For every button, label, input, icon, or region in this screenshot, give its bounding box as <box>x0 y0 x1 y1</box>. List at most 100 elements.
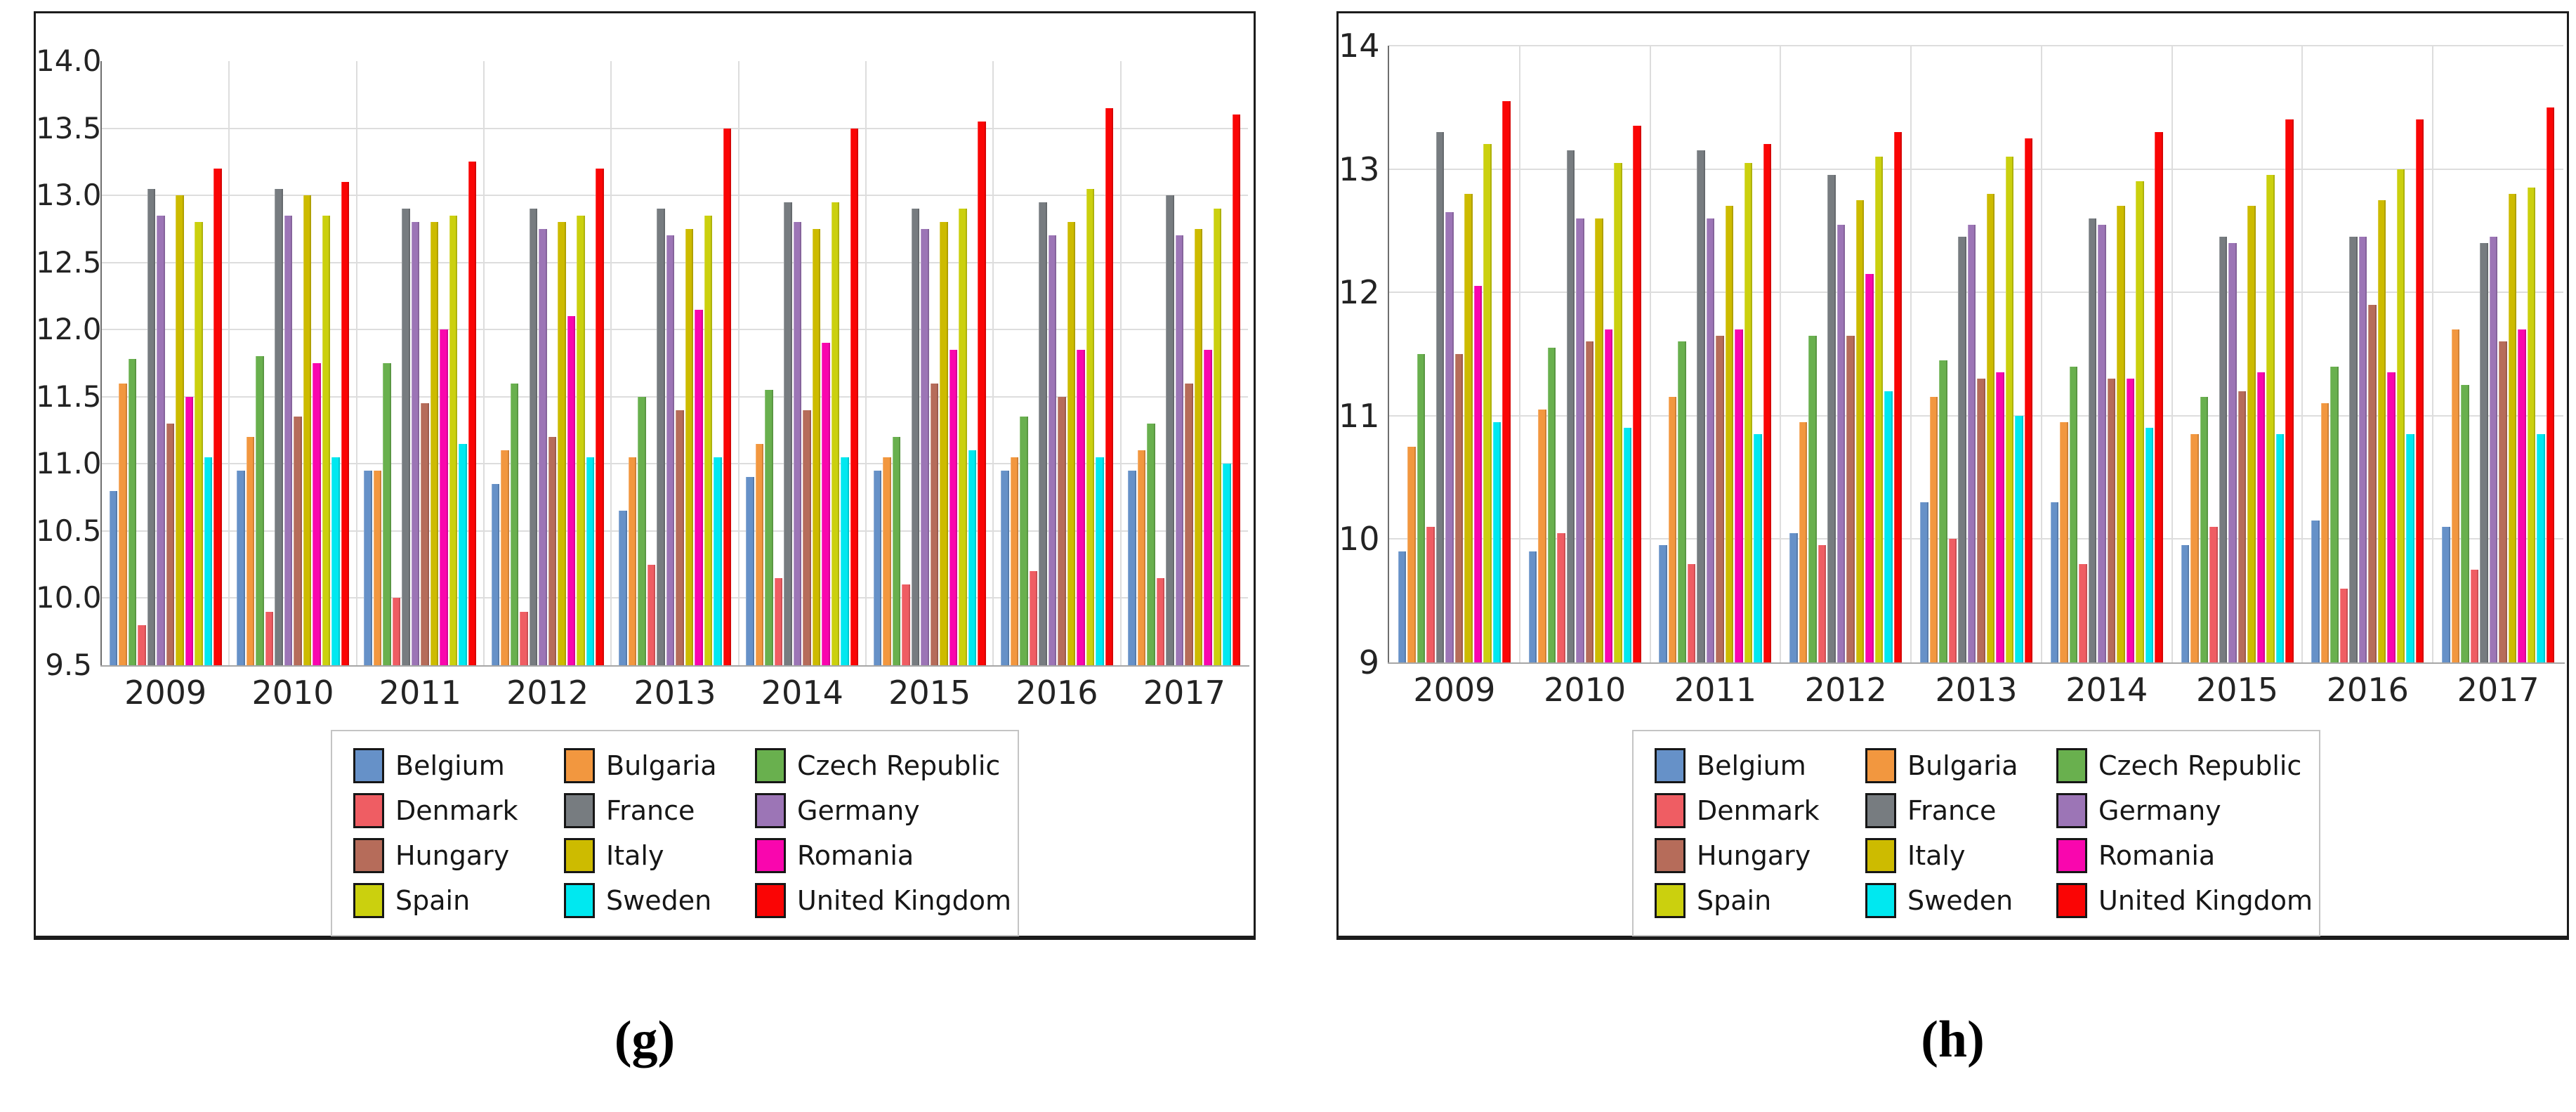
bar-hungary-2016 <box>1058 396 1066 665</box>
bar-denmark-2011 <box>392 598 401 665</box>
bar-czech-republic-2017 <box>2461 384 2469 662</box>
bar-sweden-2016 <box>2406 434 2414 662</box>
bar-france-2010 <box>1566 150 1575 662</box>
bar-sweden-2009 <box>204 457 213 665</box>
legend-label: United Kingdom <box>797 885 1012 916</box>
bar-spain-2017 <box>1213 209 1222 665</box>
bar-denmark-2016 <box>2339 588 2348 662</box>
legend-item-belgium: Belgium <box>353 745 564 786</box>
bar-spain-2013 <box>2005 157 2013 662</box>
legend-item-hungary: Hungary <box>1655 835 1865 876</box>
bar-sweden-2009 <box>1492 421 1501 662</box>
bar-france-2016 <box>2349 237 2358 662</box>
bar-belgium-2017 <box>1128 470 1136 665</box>
bar-hungary-2015 <box>2237 391 2247 662</box>
y-axis-tick-label: 12.0 <box>36 312 102 347</box>
legend-label: Denmark <box>395 795 518 826</box>
y-axis-tick-label: 14.0 <box>36 44 102 78</box>
bar-italy-2012 <box>558 222 566 665</box>
bar-denmark-2010 <box>265 611 273 665</box>
bar-united-kingdom-2017 <box>1232 115 1241 665</box>
bar-denmark-2014 <box>2079 563 2087 662</box>
legend-label: Czech Republic <box>2098 750 2302 781</box>
y-axis-tick-label: 9 <box>1358 643 1379 681</box>
legend-swatch-denmark <box>353 793 384 828</box>
bar-germany-2017 <box>2489 237 2498 662</box>
x-axis-year-label: 2016 <box>1016 674 1098 712</box>
bar-sweden-2011 <box>1754 434 1762 662</box>
legend-label: Belgium <box>395 750 505 781</box>
bar-hungary-2012 <box>548 437 557 665</box>
bar-united-kingdom-2017 <box>2546 107 2555 662</box>
bar-hungary-2017 <box>1185 383 1193 665</box>
bar-czech-republic-2012 <box>1808 335 1817 662</box>
bar-czech-republic-2013 <box>1939 360 1947 662</box>
bar-denmark-2015 <box>2209 526 2218 662</box>
bar-italy-2010 <box>1595 218 1603 662</box>
bar-romania-2015 <box>2256 372 2266 662</box>
bar-france-2011 <box>402 209 410 665</box>
bar-romania-2012 <box>567 316 576 665</box>
bar-czech-republic-2012 <box>510 383 519 665</box>
h-gridline <box>102 530 1248 532</box>
y-axis-tick-label: 10.5 <box>36 513 102 548</box>
bar-germany-2014 <box>793 222 802 665</box>
bar-belgium-2015 <box>2181 545 2190 662</box>
bar-spain-2015 <box>959 209 967 665</box>
bar-spain-2015 <box>2266 175 2275 662</box>
legend-g: Belgium Bulgaria Czech Republic Denmark Fran… <box>331 730 1019 936</box>
bar-bulgaria-2011 <box>1668 397 1677 662</box>
bar-spain-2010 <box>1614 162 1622 662</box>
h-gridline <box>102 195 1248 197</box>
legend-item-france: France <box>1865 790 2056 831</box>
bar-czech-republic-2017 <box>1147 424 1155 665</box>
legend-item-bulgaria: Bulgaria <box>1865 745 2056 786</box>
legend-item-united-kingdom: United Kingdom <box>755 880 1011 921</box>
bar-romania-2017 <box>1204 349 1212 665</box>
bar-united-kingdom-2012 <box>1893 131 1903 662</box>
h-gridline <box>1389 168 2563 170</box>
legend-label: Denmark <box>1697 795 1820 826</box>
bar-romania-2013 <box>695 309 703 665</box>
caption-g: (g) <box>614 1011 676 1068</box>
legend-swatch-belgium <box>353 748 384 783</box>
legend-item-united-kingdom: United Kingdom <box>2056 880 2313 921</box>
bar-bulgaria-2014 <box>755 443 764 665</box>
bar-germany-2015 <box>921 228 929 665</box>
legend-label: Germany <box>2098 795 2221 826</box>
bar-romania-2011 <box>1735 329 1743 662</box>
bar-united-kingdom-2012 <box>596 168 604 665</box>
bar-united-kingdom-2013 <box>723 128 731 665</box>
legend-label: Italy <box>606 840 664 871</box>
bar-romania-2013 <box>1996 372 2004 662</box>
bar-bulgaria-2013 <box>628 457 636 665</box>
bar-sweden-2016 <box>1096 457 1104 665</box>
bar-france-2012 <box>1827 175 1836 662</box>
bar-belgium-2009 <box>1398 551 1407 662</box>
legend-swatch-czech-republic <box>755 748 786 783</box>
legend-label: Belgium <box>1697 750 1806 781</box>
bar-bulgaria-2010 <box>1538 410 1546 662</box>
legend-item-romania: Romania <box>755 835 1011 876</box>
h-gridline <box>102 329 1248 331</box>
bar-spain-2011 <box>449 215 458 665</box>
legend-label: Romania <box>797 840 914 871</box>
x-axis-year-label: 2015 <box>2196 671 2279 709</box>
bar-romania-2012 <box>1865 273 1874 662</box>
bar-bulgaria-2012 <box>501 450 509 665</box>
bar-belgium-2014 <box>2050 502 2059 662</box>
y-axis-tick-label: 11.5 <box>36 379 102 414</box>
y-axis-tick-label: 13.0 <box>36 178 102 213</box>
x-axis-year-label: 2013 <box>1935 671 2018 709</box>
legend-swatch-france <box>1865 793 1896 828</box>
bar-united-kingdom-2010 <box>1633 126 1641 662</box>
v-gridline <box>865 61 867 665</box>
bar-romania-2014 <box>822 343 830 665</box>
bar-spain-2014 <box>831 202 840 665</box>
bar-bulgaria-2016 <box>1010 457 1018 665</box>
bar-sweden-2017 <box>1223 464 1231 665</box>
y-axis-tick-label: 13.5 <box>36 110 102 145</box>
legend-swatch-romania <box>2056 838 2087 873</box>
x-axis-year-label: 2009 <box>1413 671 1496 709</box>
x-axis-year-label: 2011 <box>379 674 461 712</box>
